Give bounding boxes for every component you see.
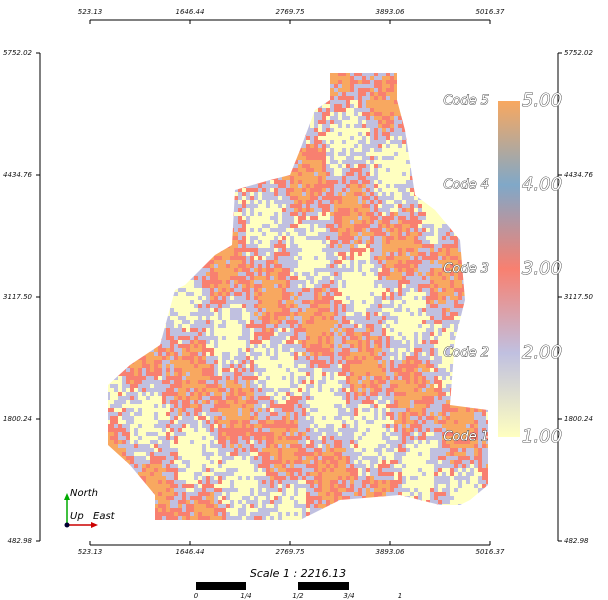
north-arrowhead <box>64 493 70 500</box>
code-label: Code 5 <box>443 94 489 109</box>
code-label: Code 4 <box>443 178 489 193</box>
x-tick-label: 3893.06 <box>376 8 405 16</box>
raster <box>108 73 488 520</box>
scale-bar <box>298 582 349 590</box>
code-label: Code 1 <box>443 430 489 445</box>
code-label: Code 3 <box>443 262 489 277</box>
colorbar <box>498 101 520 437</box>
y-tick-label: 3117.50 <box>564 293 593 301</box>
y-tick-label: 3117.50 <box>3 293 32 301</box>
colorbar-label: 4.00 <box>522 174 562 195</box>
colorbar-label: 2.00 <box>522 342 562 363</box>
y-tick-label: 482.98 <box>564 537 589 545</box>
scale-tick-label: 1 <box>398 592 402 600</box>
x-tick-label: 2769.75 <box>276 548 305 556</box>
x-tick-label: 523.13 <box>78 8 103 16</box>
colorbar-label: 5.00 <box>522 90 562 111</box>
y-tick-label: 1800.24 <box>564 415 593 423</box>
y-tick-label: 4434.76 <box>564 171 593 179</box>
y-tick-label: 4434.76 <box>3 171 32 179</box>
scale-tick-label: 3/4 <box>343 592 354 600</box>
scale-label: Scale 1 : 2216.13 <box>250 567 346 580</box>
up-label: Up <box>70 511 84 522</box>
code-label: Code 2 <box>443 346 489 361</box>
x-tick-label: 523.13 <box>78 548 103 556</box>
x-tick-label: 1646.44 <box>176 8 205 16</box>
east-arrowhead <box>91 522 98 528</box>
y-tick-label: 1800.24 <box>3 415 32 423</box>
scale-tick-label: 1/4 <box>240 592 251 600</box>
x-tick-label: 2769.75 <box>276 8 305 16</box>
scale-bar <box>196 582 246 590</box>
east-label: East <box>93 511 116 522</box>
scale-tick-label: 0 <box>194 592 199 600</box>
x-tick-label: 1646.44 <box>176 548 205 556</box>
up-marker <box>64 522 70 528</box>
x-tick-label: 5016.37 <box>476 8 505 16</box>
north-label: North <box>70 488 98 499</box>
x-tick-label: 5016.37 <box>476 548 505 556</box>
x-tick-label: 3893.06 <box>376 548 405 556</box>
y-tick-label: 482.98 <box>8 537 33 545</box>
y-tick-label: 5752.02 <box>3 49 32 57</box>
colorbar-label: 1.00 <box>522 426 562 447</box>
scale-tick-label: 1/2 <box>292 592 304 600</box>
colorbar-label: 3.00 <box>522 258 562 279</box>
y-tick-label: 5752.02 <box>564 49 593 57</box>
